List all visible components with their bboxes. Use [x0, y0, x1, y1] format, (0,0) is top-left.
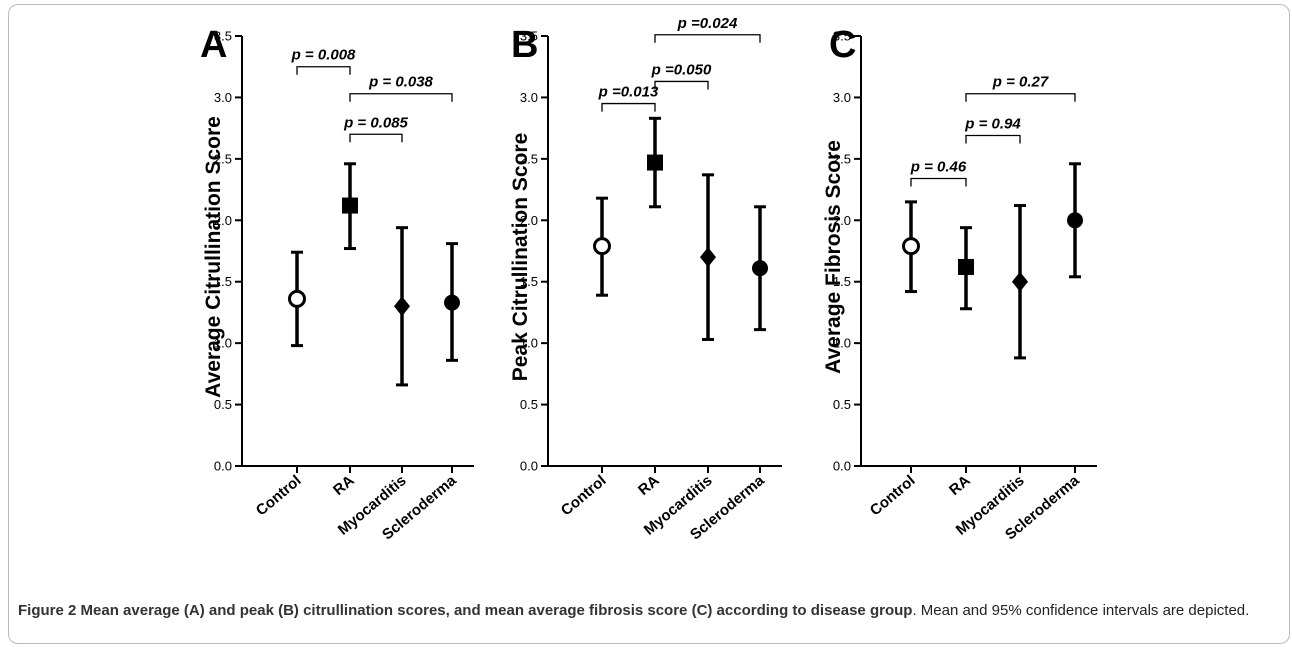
p-value-label: p = 0.27 [992, 74, 1049, 91]
caption-title: Mean average (A) and peak (B) citrullina… [80, 602, 913, 619]
panel-letter: B [511, 24, 538, 66]
panel-letter: A [200, 24, 227, 66]
comparison-bracket [349, 133, 403, 143]
mean-marker [700, 247, 716, 268]
panel-a: A 0.0 0.5 1.0 1.5 2.0 2.5 3.0 3.5 Average Citrull… [200, 24, 474, 543]
p-value-label: p = 0.94 [964, 116, 1021, 133]
panel-letter: C [829, 24, 856, 66]
comparison-bracket [965, 93, 1076, 102]
mean-marker [288, 289, 306, 308]
y-tick-label: 1.5 [520, 274, 538, 289]
mean-marker [647, 154, 663, 171]
y-tick-label: 0.0 [214, 459, 232, 474]
caption-text: . Mean and 95% confidence intervals are … [912, 602, 1250, 619]
comparison-bracket [654, 34, 761, 43]
mean-marker [394, 296, 410, 317]
y-tick-label: 1.0 [520, 336, 538, 351]
y-tick-label: 3.0 [520, 90, 538, 105]
panel-c: C 0.0 0.5 1.0 1.5 2.0 2.5 3.0 3.5 Average Fibrosi… [822, 24, 1097, 543]
y-tick-label: 0.5 [214, 397, 232, 412]
y-tick-label: 0.0 [833, 459, 851, 474]
category-label: RA [330, 472, 358, 499]
caption-label: Figure 2 [18, 602, 77, 619]
figure-panels: A 0.0 0.5 1.0 1.5 2.0 2.5 3.0 3.5 Average Citrull… [200, 15, 1097, 543]
p-value-label: p =0.024 [677, 15, 738, 32]
y-tick-label: 2.0 [833, 213, 851, 228]
comparison-bracket [601, 102, 656, 112]
y-tick-label: 3.5 [214, 29, 232, 44]
mean-marker [342, 197, 358, 214]
y-tick-label: 3.5 [520, 29, 538, 44]
y-tick-label: 2.0 [214, 213, 232, 228]
p-value-label: p = 0.46 [910, 159, 967, 176]
mean-marker [902, 237, 920, 256]
y-tick-label: 1.5 [833, 274, 851, 289]
y-tick-label: 3.5 [833, 29, 851, 44]
p-value-label: p =0.013 [598, 84, 659, 101]
p-value-label: p = 0.085 [343, 114, 408, 131]
p-value-label: p = 0.008 [291, 47, 356, 64]
comparison-bracket [910, 177, 967, 187]
y-tick-label: 0.0 [520, 459, 538, 474]
p-value-label: p =0.050 [651, 61, 712, 78]
y-tick-label: 1.5 [214, 274, 232, 289]
comparison-bracket [965, 134, 1021, 144]
mean-marker [593, 237, 611, 256]
comparison-bracket [349, 93, 453, 102]
y-tick-label: 3.0 [214, 90, 232, 105]
mean-marker [1067, 212, 1083, 229]
y-tick-label: 2.5 [520, 151, 538, 166]
y-axis-title: Average Citrullination Score [202, 116, 225, 398]
figure-caption: Figure 2 Mean average (A) and peak (B) c… [18, 600, 1280, 621]
category-label: Control [867, 472, 919, 519]
y-tick-label: 0.5 [833, 397, 851, 412]
y-tick-label: 2.5 [833, 151, 851, 166]
y-tick-label: 1.0 [214, 336, 232, 351]
category-label: Control [558, 472, 610, 519]
comparison-bracket [296, 66, 351, 75]
y-tick-label: 0.5 [520, 397, 538, 412]
category-label: Control [253, 472, 305, 519]
comparison-bracket [654, 80, 709, 90]
y-tick-label: 2.5 [214, 151, 232, 166]
category-label: RA [635, 472, 663, 499]
mean-marker [958, 258, 974, 275]
y-axis-title: Peak Citrullination Score [509, 133, 532, 382]
category-label: RA [946, 472, 974, 499]
y-axis-title: Average Fibrosis Score [822, 140, 845, 374]
y-tick-label: 1.0 [833, 336, 851, 351]
mean-marker [444, 294, 460, 311]
p-value-label: p = 0.038 [368, 74, 433, 91]
figure-frame [8, 4, 1290, 644]
mean-marker [752, 260, 768, 277]
y-tick-label: 2.0 [520, 213, 538, 228]
panel-b: B 0.0 0.5 1.0 1.5 2.0 2.5 3.0 3.5 Peak Citrullina… [509, 15, 782, 543]
mean-marker [1012, 271, 1028, 292]
y-tick-label: 3.0 [833, 90, 851, 105]
